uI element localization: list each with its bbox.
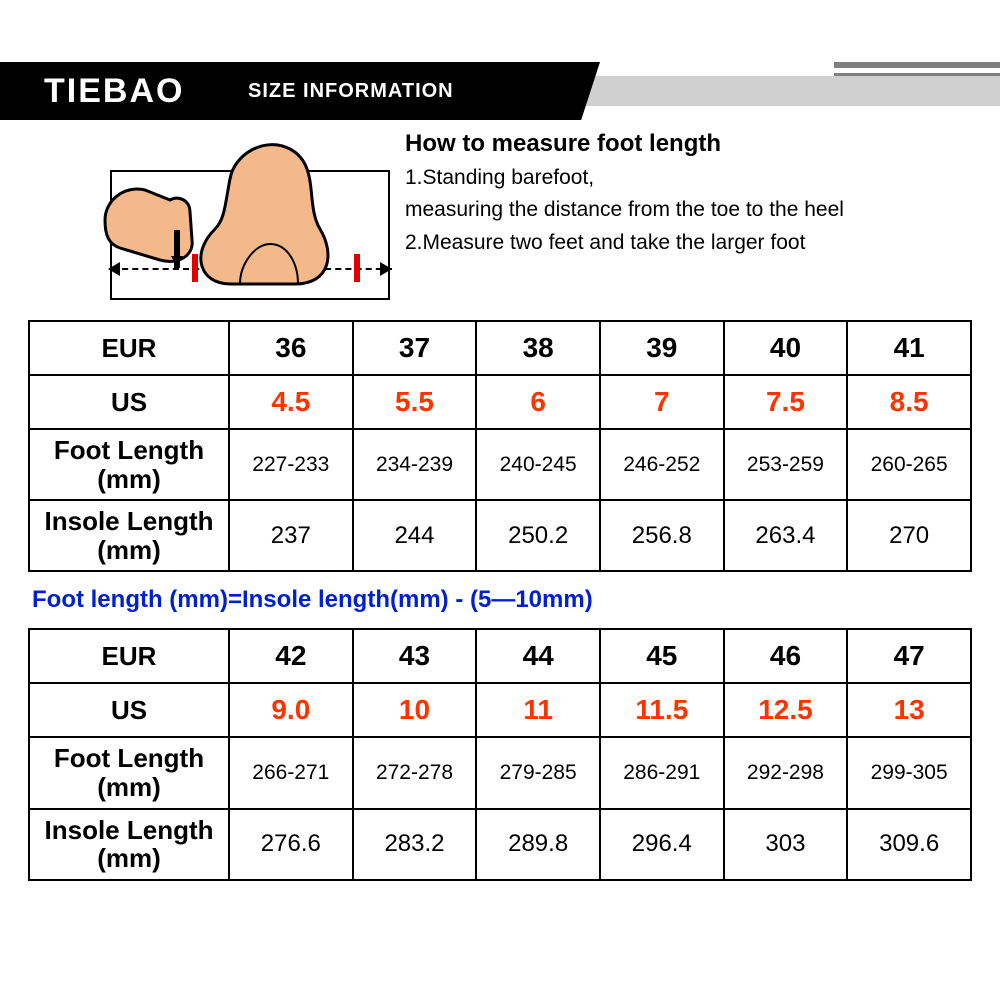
footlen-cell: 279-285	[476, 737, 600, 808]
measure-area: How to measure foot length 1.Standing ba…	[60, 130, 940, 310]
us-cell: 11	[476, 683, 600, 737]
row-label-eur: EUR	[29, 629, 229, 683]
eur-cell: 47	[847, 629, 971, 683]
us-cell: 11.5	[600, 683, 724, 737]
header-band: TIEBAO SIZE INFORMATION	[0, 62, 1000, 120]
eur-cell: 38	[476, 321, 600, 375]
insole-cell: 263.4	[724, 500, 848, 571]
footlen-cell: 260-265	[847, 429, 971, 500]
eur-cell: 42	[229, 629, 353, 683]
formula-text: Foot length (mm)=Insole length(mm) - (5—…	[32, 586, 972, 614]
footlen-cell: 234-239	[353, 429, 477, 500]
row-label-footlen: Foot Length (mm)	[29, 737, 229, 808]
us-cell: 13	[847, 683, 971, 737]
footlen-cell: 253-259	[724, 429, 848, 500]
eur-cell: 36	[229, 321, 353, 375]
insole-cell: 283.2	[353, 809, 477, 880]
instructions-title: How to measure foot length	[405, 130, 965, 158]
insole-cell: 237	[229, 500, 353, 571]
size-tables: EUR 36 37 38 39 40 41 US 4.5 5.5 6 7 7.5…	[28, 320, 972, 881]
eur-cell: 44	[476, 629, 600, 683]
footlen-cell: 246-252	[600, 429, 724, 500]
hand-icon	[100, 160, 220, 270]
row-label-eur: EUR	[29, 321, 229, 375]
insole-cell: 289.8	[476, 809, 600, 880]
table-row: Insole Length (mm) 237 244 250.2 256.8 2…	[29, 500, 971, 571]
footlen-cell: 240-245	[476, 429, 600, 500]
row-label-insole: Insole Length (mm)	[29, 500, 229, 571]
insole-cell: 256.8	[600, 500, 724, 571]
header-subtitle: SIZE INFORMATION	[248, 62, 454, 120]
row-label-footlen: Foot Length (mm)	[29, 429, 229, 500]
table-row: EUR 42 43 44 45 46 47	[29, 629, 971, 683]
table-row: EUR 36 37 38 39 40 41	[29, 321, 971, 375]
eur-cell: 43	[353, 629, 477, 683]
insole-cell: 303	[724, 809, 848, 880]
insole-cell: 250.2	[476, 500, 600, 571]
us-cell: 7.5	[724, 375, 848, 429]
footlen-cell: 266-271	[229, 737, 353, 808]
eur-cell: 45	[600, 629, 724, 683]
footlen-cell: 272-278	[353, 737, 477, 808]
table-row: US 4.5 5.5 6 7 7.5 8.5	[29, 375, 971, 429]
footlen-cell: 299-305	[847, 737, 971, 808]
eur-cell: 41	[847, 321, 971, 375]
footlen-cell: 292-298	[724, 737, 848, 808]
insole-cell: 309.6	[847, 809, 971, 880]
eur-cell: 40	[724, 321, 848, 375]
us-cell: 8.5	[847, 375, 971, 429]
eur-cell: 37	[353, 321, 477, 375]
table-row: Foot Length (mm) 227-233 234-239 240-245…	[29, 429, 971, 500]
us-cell: 9.0	[229, 683, 353, 737]
table-row: Insole Length (mm) 276.6 283.2 289.8 296…	[29, 809, 971, 880]
brand-text: TIEBAO	[44, 62, 184, 120]
us-cell: 12.5	[724, 683, 848, 737]
us-cell: 7	[600, 375, 724, 429]
row-label-us: US	[29, 375, 229, 429]
us-cell: 5.5	[353, 375, 477, 429]
foot-diagram	[110, 140, 390, 300]
us-cell: 4.5	[229, 375, 353, 429]
row-label-insole: Insole Length (mm)	[29, 809, 229, 880]
instructions-line-1: 1.Standing barefoot,	[405, 164, 965, 192]
footlen-cell: 227-233	[229, 429, 353, 500]
us-cell: 6	[476, 375, 600, 429]
table-row: US 9.0 10 11 11.5 12.5 13	[29, 683, 971, 737]
row-label-us: US	[29, 683, 229, 737]
size-table-2: EUR 42 43 44 45 46 47 US 9.0 10 11 11.5 …	[28, 628, 972, 880]
instructions: How to measure foot length 1.Standing ba…	[405, 130, 965, 257]
eur-cell: 46	[724, 629, 848, 683]
table-row: Foot Length (mm) 266-271 272-278 279-285…	[29, 737, 971, 808]
insole-cell: 270	[847, 500, 971, 571]
insole-cell: 244	[353, 500, 477, 571]
instructions-line-2: measuring the distance from the toe to t…	[405, 196, 965, 224]
size-table-1: EUR 36 37 38 39 40 41 US 4.5 5.5 6 7 7.5…	[28, 320, 972, 572]
footlen-cell: 286-291	[600, 737, 724, 808]
insole-cell: 276.6	[229, 809, 353, 880]
eur-cell: 39	[600, 321, 724, 375]
insole-cell: 296.4	[600, 809, 724, 880]
header-gray-bar	[563, 76, 1000, 106]
instructions-line-3: 2.Measure two feet and take the larger f…	[405, 229, 965, 257]
us-cell: 10	[353, 683, 477, 737]
